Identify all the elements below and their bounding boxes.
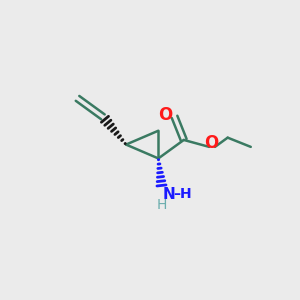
Text: O: O: [158, 106, 172, 124]
Text: H: H: [157, 198, 167, 212]
Text: O: O: [204, 134, 219, 152]
Text: N: N: [162, 187, 175, 202]
Text: –H: –H: [173, 187, 192, 201]
